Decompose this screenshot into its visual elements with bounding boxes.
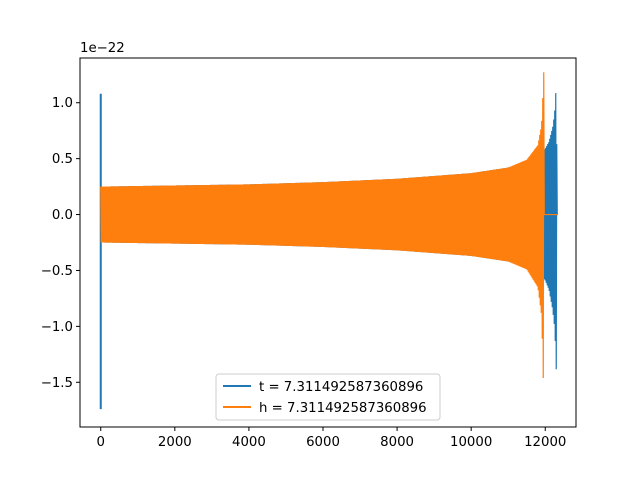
legend: t = 7.311492587360896 h = 7.3114925873608… (215, 373, 441, 421)
x-tick-label: 10000 (450, 435, 492, 450)
series-layer (99, 72, 558, 410)
series-line (100, 72, 558, 378)
x-tick-label: 8000 (380, 435, 414, 450)
y-tick-label: 0.0 (52, 208, 73, 223)
plot-frame (79, 57, 577, 428)
x-tick-label: 4000 (232, 435, 266, 450)
y-tick-label: −0.5 (41, 264, 73, 279)
y-axis: −1.5 −1.0 −0.5 0.0 0.5 1.0 (41, 96, 80, 391)
legend-box (215, 373, 441, 421)
y-tick-label: −1.5 (41, 376, 73, 391)
series-h (100, 72, 558, 378)
y-tick-label: −1.0 (41, 320, 73, 335)
legend-label: h = 7.311492587360896 (259, 401, 427, 416)
x-tick-label: 2000 (158, 435, 192, 450)
y-tick-label: 1.0 (52, 96, 73, 111)
x-axis: 0 2000 4000 6000 8000 10000 12000 (97, 427, 566, 450)
legend-label: t = 7.311492587360896 (259, 380, 423, 395)
y-tick-label: 0.5 (52, 152, 73, 167)
x-tick-label: 12000 (524, 435, 566, 450)
x-tick-label: 0 (97, 435, 105, 450)
x-tick-label: 6000 (306, 435, 340, 450)
y-axis-scale-label: 1e−22 (80, 41, 125, 56)
